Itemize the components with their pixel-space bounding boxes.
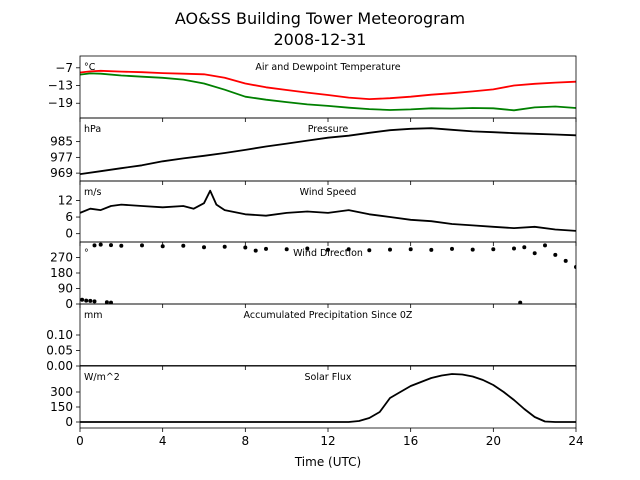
wind-direction-point	[160, 244, 165, 249]
wind-direction-point	[109, 243, 113, 248]
panel-unit-label: °C	[84, 62, 96, 73]
y-tick-label: 0	[65, 415, 73, 429]
y-tick-label: 977	[50, 150, 73, 164]
series-line-solar-flux	[80, 373, 576, 423]
x-tick-label: 16	[403, 434, 418, 448]
y-tick-label: 180	[50, 266, 73, 280]
y-tick-label: −7	[55, 61, 73, 75]
y-tick-label: 150	[50, 400, 73, 414]
wind-direction-point	[264, 246, 268, 251]
wind-direction-point	[518, 300, 523, 304]
wind-direction-point	[543, 243, 547, 248]
y-tick-label: 0.05	[46, 344, 73, 358]
panel-1: −7 −13 −19 °C Air and Dewpoint Temperature	[48, 55, 577, 122]
wind-direction-point	[491, 247, 496, 252]
panel-unit-label: hPa	[84, 124, 101, 135]
x-tick-label: 24	[568, 434, 583, 448]
wind-direction-point	[553, 252, 558, 257]
wind-direction-point	[367, 248, 372, 253]
y-tick-label: 0.10	[46, 328, 73, 342]
panel-3: 12 6 0 m/s Wind Speed	[58, 180, 577, 246]
wind-direction-point	[119, 243, 124, 248]
panel-6-data	[80, 373, 576, 423]
y-tick-label: 12	[58, 193, 73, 207]
wind-direction-point	[522, 245, 527, 250]
wind-direction-point	[408, 247, 413, 252]
wind-direction-point	[202, 245, 206, 250]
wind-direction-point	[140, 243, 144, 248]
y-tick-label: 270	[50, 251, 73, 265]
series-line-wind-speed	[80, 189, 576, 232]
panel-unit-label: W/m^2	[84, 372, 120, 383]
x-tick-label: 12	[320, 434, 335, 448]
y-tick-label: 6	[65, 210, 73, 224]
chart-title-line1: AO&SS Building Tower Meteorogram	[175, 9, 465, 28]
wind-direction-point	[388, 247, 392, 252]
wind-direction-point	[104, 300, 109, 304]
x-tick-label: 4	[159, 434, 167, 448]
panel-title: Accumulated Precipitation Since 0Z	[244, 310, 413, 321]
x-tick-label: 20	[486, 434, 501, 448]
wind-direction-point	[284, 247, 289, 252]
series-line-dewpoint-temperature	[80, 72, 576, 112]
wind-direction-point	[470, 247, 475, 252]
wind-direction-point	[181, 243, 186, 248]
wind-direction-point	[92, 243, 97, 248]
panels: −7 −13 −19 °C Air and Dewpoint Temperature 98…	[46, 55, 577, 432]
wind-direction-point	[305, 246, 310, 251]
wind-direction-point	[80, 297, 85, 302]
wind-direction-point	[346, 247, 351, 252]
wind-direction-point	[512, 246, 516, 251]
panel-title: Solar Flux	[305, 372, 352, 383]
wind-direction-point	[563, 258, 568, 263]
panel-title: Pressure	[308, 124, 349, 135]
wind-direction-point	[326, 247, 330, 252]
x-axis: 0 4 8 12 16 20 24	[76, 434, 583, 448]
panel-4-data	[80, 242, 576, 304]
chart-title-line2: 2008-12-31	[274, 30, 367, 49]
y-tick-label: 985	[50, 135, 73, 149]
series-line-pressure	[80, 127, 576, 175]
wind-direction-point	[109, 300, 113, 304]
series-line-air-temperature	[80, 69, 576, 100]
y-tick-label: 0	[65, 297, 73, 311]
panel-unit-label: mm	[84, 310, 103, 321]
wind-direction-point	[92, 299, 97, 304]
panel-3-data	[80, 189, 576, 232]
y-tick-label: 0	[65, 227, 73, 241]
y-tick-label: −13	[48, 79, 73, 93]
panel-5: 0.10 0.050.00 mm Accumulated Precipitation …	[46, 303, 577, 373]
wind-direction-point	[532, 251, 537, 256]
x-tick-label: 0	[76, 434, 84, 448]
x-tick-label: 8	[242, 434, 250, 448]
wind-direction-point	[253, 248, 258, 253]
y-tick-label: 0.00	[46, 359, 73, 373]
wind-direction-point	[429, 247, 434, 252]
x-axis-label: Time (UTC)	[294, 455, 361, 469]
wind-direction-point	[574, 265, 576, 269]
panel-unit-label: m/s	[84, 187, 101, 198]
wind-direction-point	[222, 244, 227, 249]
y-tick-label: 300	[50, 385, 73, 399]
y-tick-label: 90	[58, 282, 73, 296]
panel-title: Air and Dewpoint Temperature	[255, 62, 400, 73]
y-tick-label: −19	[48, 96, 73, 110]
wind-direction-point	[88, 298, 93, 303]
wind-direction-point	[243, 245, 248, 250]
panel-unit-label: °	[84, 248, 89, 259]
wind-direction-point	[450, 246, 454, 251]
wind-direction-point	[84, 298, 89, 303]
wind-direction-point	[98, 242, 103, 247]
y-tick-label: 969	[50, 166, 73, 180]
panel-1-data	[80, 69, 576, 112]
panel-2-data	[80, 127, 576, 175]
panel-title: Wind Speed	[300, 187, 357, 198]
panel-title: Wind Direction	[293, 248, 363, 259]
